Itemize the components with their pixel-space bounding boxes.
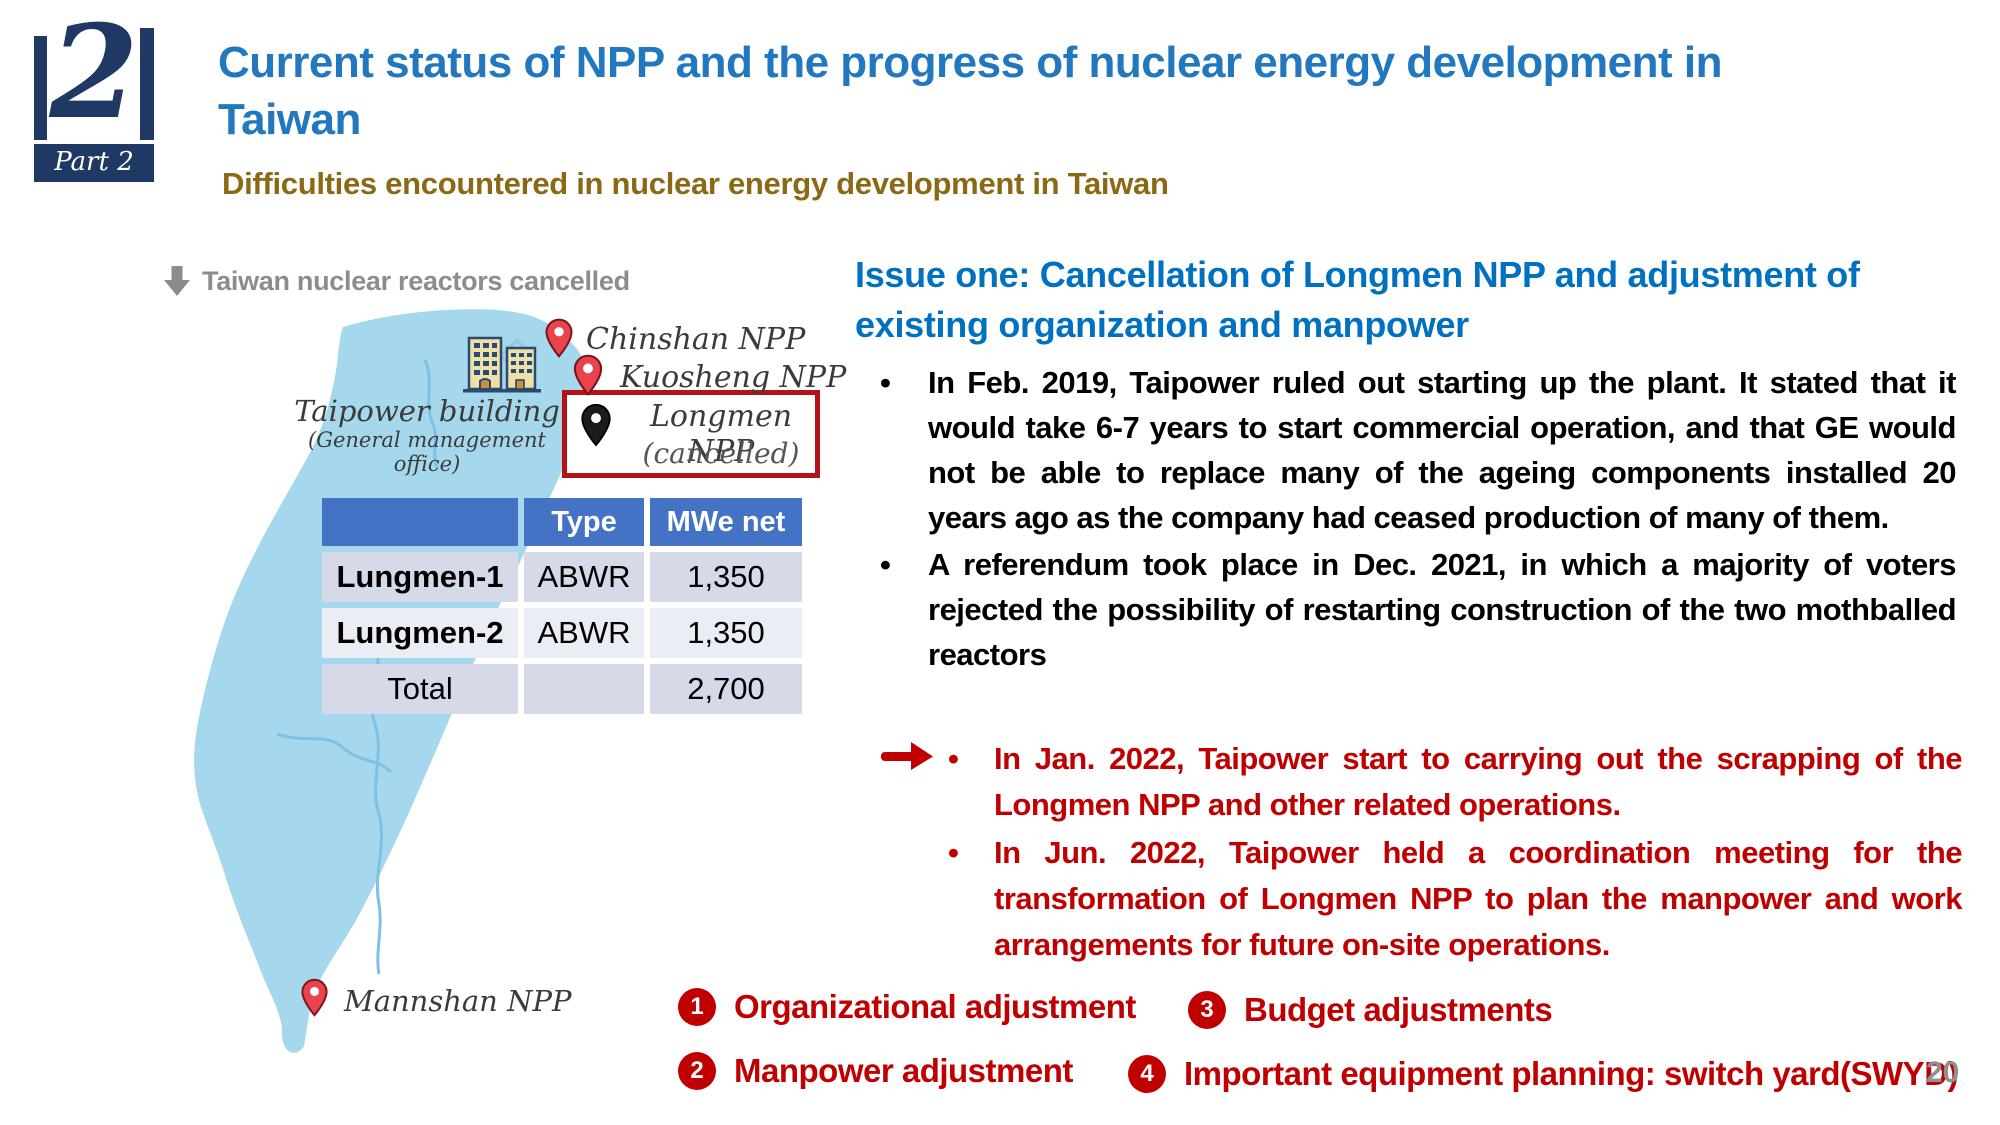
bullet-item: In Feb. 2019, Taipower ruled out startin… bbox=[880, 360, 1957, 540]
number-badge: 1 bbox=[678, 988, 716, 1026]
chinshan-label: Chinshan NPP bbox=[586, 322, 806, 357]
numbered-item-2: 2 Manpower adjustment bbox=[678, 1052, 1073, 1090]
red-arrow-icon bbox=[881, 742, 933, 770]
taipower-label-line1: Taipower building bbox=[294, 394, 560, 428]
table-cell-name: Lungmen-1 bbox=[322, 552, 518, 602]
kuosheng-label: Kuosheng NPP bbox=[620, 360, 847, 395]
logo-right-bar-decoration bbox=[140, 28, 154, 140]
bullet-item-red: In Jan. 2022, Taipower start to carrying… bbox=[948, 736, 1963, 828]
table-cell-type: ABWR bbox=[524, 552, 644, 602]
bullet-item: A referendum took place in Dec. 2021, in… bbox=[880, 542, 1957, 677]
table-cell-name: Total bbox=[322, 664, 518, 714]
mannshan-pin-icon bbox=[300, 978, 329, 1017]
taipower-building-icon bbox=[463, 336, 541, 393]
logo-left-bar-decoration bbox=[34, 36, 47, 140]
table-cell-name: Lungmen-2 bbox=[322, 608, 518, 658]
chinshan-pin-icon bbox=[544, 318, 574, 358]
table-header-mwe: MWe net bbox=[650, 498, 802, 546]
numbered-item-label: Manpower adjustment bbox=[734, 1052, 1073, 1089]
river-line-west bbox=[276, 732, 393, 774]
reactor-table: Type MWe net Lungmen-1 ABWR 1,350 Lungme… bbox=[322, 498, 802, 714]
number-badge: 4 bbox=[1128, 1055, 1166, 1093]
issue-bullet-list: In Feb. 2019, Taipower ruled out startin… bbox=[880, 360, 1957, 677]
table-header-name bbox=[322, 498, 518, 546]
slide-title: Current status of NPP and the progress o… bbox=[218, 38, 1723, 144]
part-label: Part 2 bbox=[34, 144, 154, 182]
issue-heading: Issue one: Cancellation of Longmen NPP a… bbox=[855, 254, 1860, 345]
numbered-item-1: 1 Organizational adjustment bbox=[678, 988, 1136, 1026]
map-caption: Taiwan nuclear reactors cancelled bbox=[162, 264, 630, 298]
highlight-bullet-list: In Jan. 2022, Taipower start to carrying… bbox=[948, 736, 1963, 968]
page-number: 20 bbox=[1926, 1056, 1960, 1089]
part-logo: 2 Part 2 bbox=[34, 0, 154, 182]
mannshan-label: Mannshan NPP bbox=[344, 984, 572, 1018]
river-line-north bbox=[423, 359, 439, 468]
table-cell-mwe: 2,700 bbox=[650, 664, 802, 714]
map-caption-text: Taiwan nuclear reactors cancelled bbox=[202, 265, 630, 296]
numbered-item-label: Organizational adjustment bbox=[734, 988, 1136, 1025]
taipower-building-label: Taipower building (General management of… bbox=[282, 394, 572, 476]
table-cell-mwe: 1,350 bbox=[650, 608, 802, 658]
table-cell-type bbox=[524, 664, 644, 714]
slide-subtitle: Difficulties encountered in nuclear ener… bbox=[222, 166, 1169, 201]
table-header-type: Type bbox=[524, 498, 644, 546]
kuosheng-pin-icon bbox=[572, 354, 604, 396]
numbered-item-label: Important equipment planning: switch yar… bbox=[1184, 1055, 1959, 1092]
numbered-item-3: 3 Budget adjustments bbox=[1188, 991, 1553, 1029]
numbered-item-label: Budget adjustments bbox=[1244, 991, 1553, 1028]
part-logo-box: 2 bbox=[34, 0, 154, 148]
longmen-highlight-box: Longmen NPP (cancelled) bbox=[562, 390, 820, 478]
numbered-item-4: 4 Important equipment planning: switch y… bbox=[1128, 1055, 1959, 1093]
table-cell-mwe: 1,350 bbox=[650, 552, 802, 602]
longmen-cancelled-label: (cancelled) bbox=[642, 437, 800, 470]
longmen-label: Longmen NPP bbox=[649, 399, 793, 469]
bullet-item-red: In Jun. 2022, Taipower held a coordinati… bbox=[948, 830, 1963, 968]
longmen-pin-icon bbox=[579, 403, 613, 447]
number-badge: 3 bbox=[1188, 991, 1226, 1029]
part-number: 2 bbox=[49, 0, 139, 148]
number-badge: 2 bbox=[678, 1052, 716, 1090]
down-arrow-icon bbox=[164, 266, 190, 296]
table-cell-type: ABWR bbox=[524, 608, 644, 658]
taipower-label-line2: (General management office) bbox=[308, 428, 546, 476]
